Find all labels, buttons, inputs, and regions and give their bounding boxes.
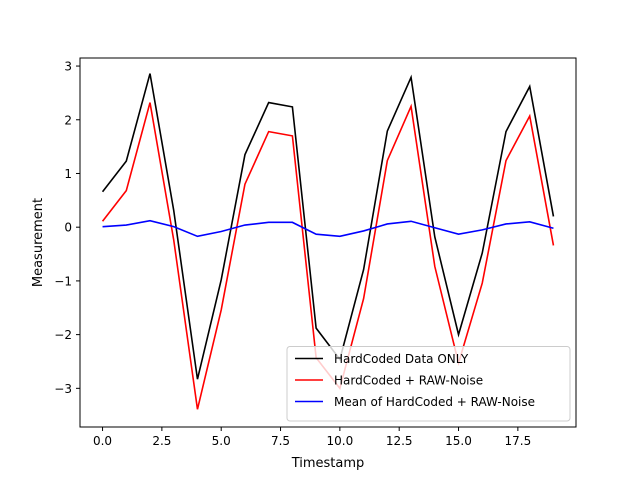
y-tick-label: −2 <box>54 328 72 342</box>
legend-label-1: HardCoded Data ONLY <box>334 352 469 366</box>
series-line-1 <box>101 73 555 380</box>
x-tick-label: 7.5 <box>271 434 290 448</box>
legend: HardCoded Data ONLY HardCoded + RAW-Noise… <box>286 346 571 422</box>
x-tick-label: 2.5 <box>152 434 171 448</box>
y-axis-label: Measurement <box>31 198 46 287</box>
y-axis-ticks: −3 −2 −1 0 1 2 3 <box>54 60 80 396</box>
legend-box <box>286 346 571 422</box>
series-line-3 <box>102 219 554 238</box>
y-tick-label: 2 <box>64 113 72 127</box>
y-tick-label: 1 <box>64 167 72 181</box>
y-tick-label: 3 <box>64 60 72 74</box>
legend-label-2: HardCoded + RAW-Noise <box>334 374 483 388</box>
x-tick-label: 0.0 <box>93 434 112 448</box>
x-axis-label: Timestamp <box>291 456 365 471</box>
x-tick-label: 15.0 <box>445 434 472 448</box>
x-tick-label: 12.5 <box>386 434 413 448</box>
x-tick-label: 17.5 <box>504 434 531 448</box>
x-tick-label: 5.0 <box>212 434 231 448</box>
y-tick-label: −1 <box>54 274 72 288</box>
x-tick-label: 10.0 <box>327 434 354 448</box>
plot-area-frame <box>79 57 577 428</box>
y-tick-label: −3 <box>54 382 72 396</box>
legend-label-3: Mean of HardCoded + RAW-Noise <box>334 395 535 409</box>
x-axis-ticks: 0.0 2.5 5.0 7.5 10.0 12.5 15.0 17.5 <box>93 427 531 448</box>
y-tick-label: 0 <box>64 221 72 235</box>
